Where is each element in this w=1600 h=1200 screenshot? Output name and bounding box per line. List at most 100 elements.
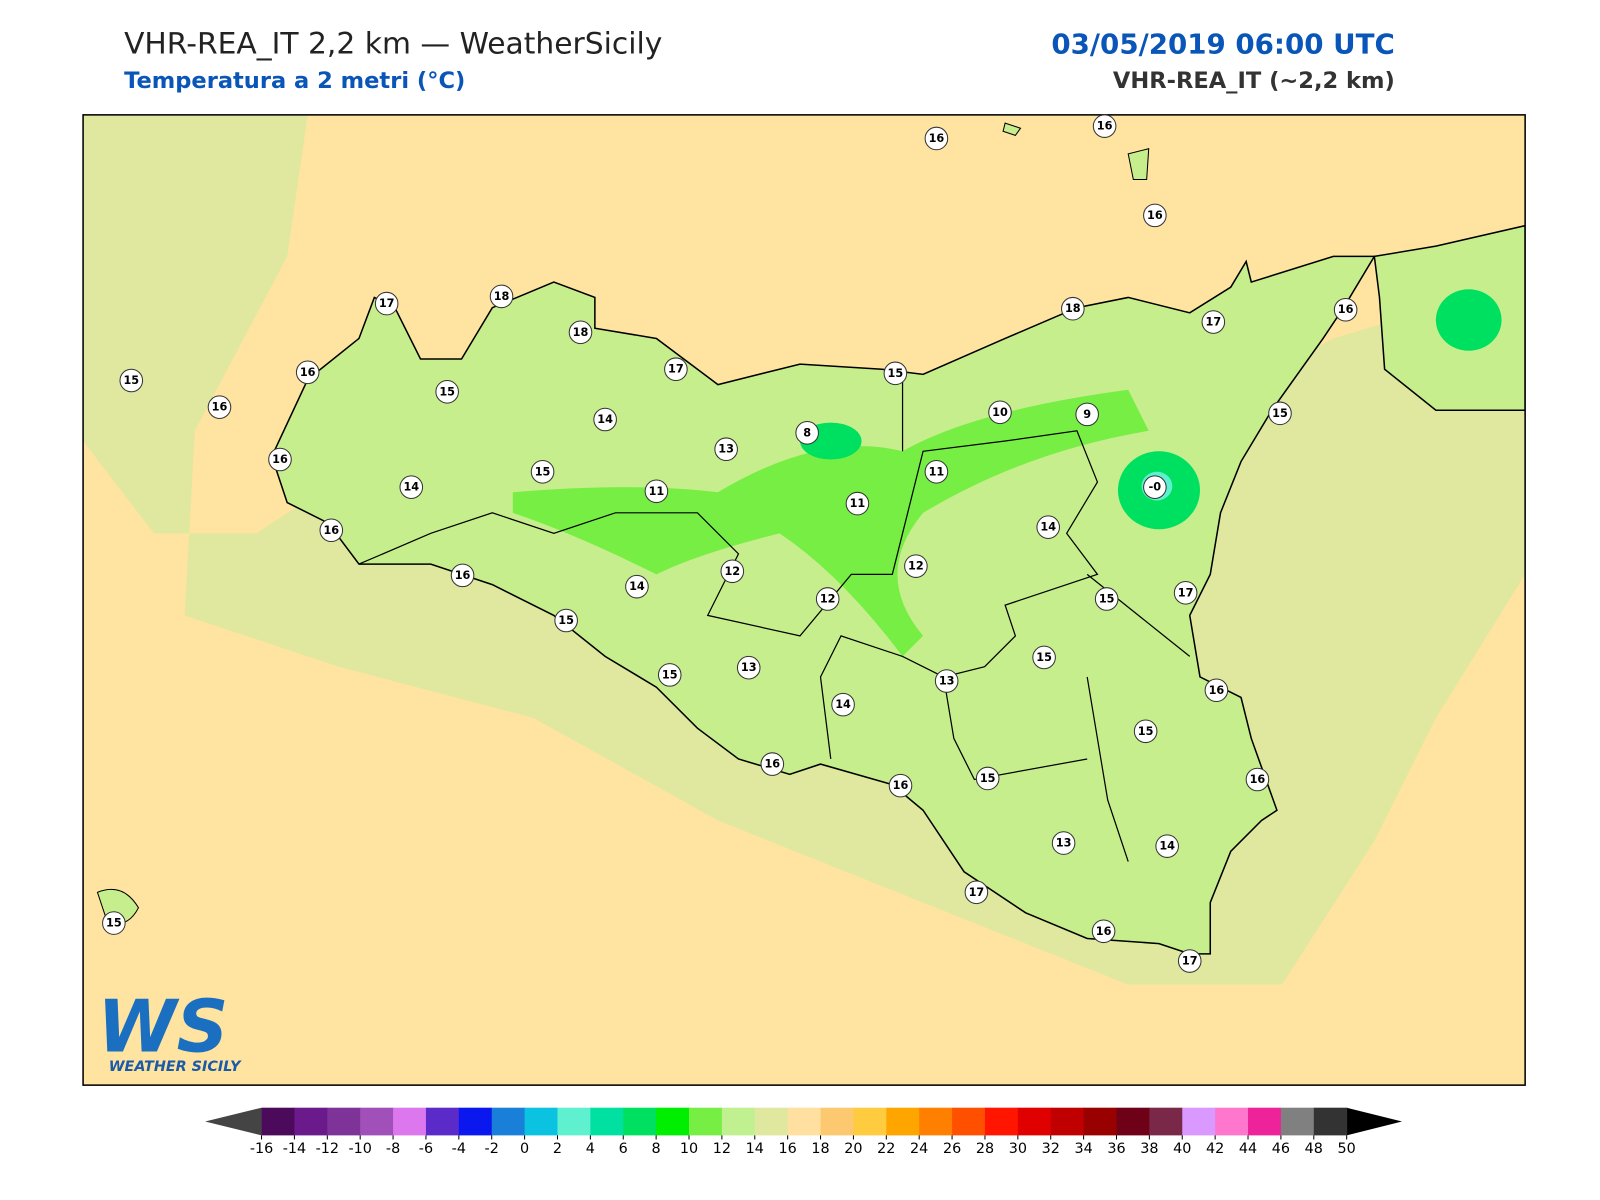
colorbar-bin (590, 1107, 624, 1136)
station-value: -0 (1149, 481, 1162, 494)
datetime: 03/05/2019 06:00 UTC (1051, 27, 1394, 60)
colorbar-tick-label: 26 (943, 1141, 961, 1157)
station-value: 15 (1272, 407, 1288, 420)
station-marker (1245, 767, 1270, 792)
station-marker (450, 563, 475, 588)
station-value: 16 (893, 779, 909, 792)
station-value: 17 (668, 363, 684, 376)
station-value: 18 (1065, 302, 1081, 315)
colorbar-bin (886, 1107, 920, 1136)
station-value: 15 (662, 668, 678, 681)
station-marker (1051, 831, 1076, 855)
colorbar-bin (787, 1107, 822, 1136)
station-marker (904, 554, 928, 578)
colorbar-tick-label: 36 (1107, 1141, 1125, 1157)
colorbar-tick-label: 16 (779, 1141, 797, 1157)
station-marker (975, 766, 1000, 791)
model: VHR-REA_IT (~2,2 km) (1113, 68, 1395, 94)
station-value: 12 (908, 560, 924, 573)
colorbar: -16 -14 -12 -10 -8 -6 -4 -2 0 2 4 6 8 10 12 14 16 18 20 22 2… (205, 1107, 1403, 1157)
colorbar-bin (557, 1107, 591, 1136)
station-value: 11 (850, 497, 866, 510)
station-marker (435, 380, 459, 404)
station-value: 10 (992, 406, 1008, 419)
colorbar-tick-label: 24 (910, 1141, 928, 1157)
station-marker (720, 559, 745, 584)
station-value: 15 (106, 917, 122, 930)
station-value: 17 (969, 886, 985, 899)
colorbar-tick-label: 20 (844, 1141, 862, 1157)
station-marker (207, 395, 232, 419)
station-marker (888, 773, 913, 798)
station-marker (295, 360, 320, 385)
colorbar-tick-label: 50 (1338, 1141, 1356, 1157)
colorbar-tick-label: 30 (1009, 1141, 1027, 1157)
station-value: 15 (888, 367, 904, 380)
station-marker (883, 361, 908, 386)
station-marker (1061, 296, 1085, 321)
colorbar-tick-label: -14 (283, 1141, 306, 1157)
colorbar-bin (1248, 1107, 1282, 1136)
station-marker (1143, 475, 1167, 499)
colorbar-tick-label: 4 (586, 1141, 595, 1157)
colorbar-tick-label: 0 (520, 1141, 529, 1157)
colorbar-tick-label: 6 (619, 1141, 628, 1157)
station-marker (644, 479, 669, 504)
colorbar-tick-label: 8 (652, 1141, 661, 1157)
colorbar-bin (524, 1107, 558, 1136)
station-value: 16 (300, 366, 316, 379)
map: 16 16 16 17 18 18 17 18 17 16 15 16 15 16 15 15 14 8 13 10 9… (82, 114, 1526, 1086)
colorbar-bin (1116, 1107, 1150, 1136)
station-value: 15 (1036, 651, 1052, 664)
station-marker (1268, 401, 1292, 426)
station-value: 14 (1159, 840, 1175, 853)
colorbar-bin (1149, 1107, 1183, 1136)
station-value: 17 (1178, 586, 1194, 599)
colorbar-bin (360, 1107, 394, 1136)
colorbar-tick-label: 48 (1305, 1141, 1323, 1157)
stations: 16 16 16 17 18 18 17 18 17 16 15 16 15 16 15 15 14 8 13 10 9… (102, 114, 1358, 973)
station-marker (530, 460, 555, 484)
station-marker (1094, 587, 1119, 611)
colorbar-tick-label: -10 (348, 1141, 371, 1157)
colorbar-bin (1050, 1107, 1085, 1136)
colorbar-bin (853, 1107, 887, 1136)
colorbar-tick-label: -8 (386, 1141, 400, 1157)
colorbar-tick-label: 38 (1140, 1141, 1158, 1157)
station-value: 15 (123, 374, 139, 387)
station-marker (489, 284, 514, 309)
colorbar-tick-label: -12 (316, 1141, 339, 1157)
colorbar-bin (1280, 1107, 1315, 1136)
station-marker (845, 491, 870, 516)
colorbar-bin (919, 1107, 953, 1136)
station-value: 16 (272, 453, 288, 466)
station-marker (374, 291, 399, 316)
station-marker (815, 587, 840, 611)
station-value: 16 (1096, 925, 1112, 938)
station-value: 16 (1250, 773, 1266, 786)
subtitle: Temperatura a 2 metri (°C) (124, 68, 465, 94)
colorbar-bin (984, 1107, 1019, 1136)
colorbar-tick-label: -2 (485, 1141, 499, 1157)
colorbar-tick-label: 22 (877, 1141, 895, 1157)
station-marker (1155, 834, 1179, 858)
station-marker (760, 752, 785, 776)
station-marker (319, 518, 344, 543)
colorbar-bin (820, 1107, 854, 1136)
title: VHR-REA_IT 2,2 km — WeatherSicily (124, 26, 662, 61)
station-value: 14 (629, 580, 645, 593)
map-frame (82, 114, 1526, 1086)
station-marker (924, 460, 949, 484)
logo-mark: WS (97, 984, 228, 1068)
station-marker (1143, 203, 1167, 228)
station-value: 16 (455, 569, 471, 582)
station-value: 13 (1056, 837, 1072, 850)
station-marker (964, 880, 989, 905)
colorbar-tick-label: 46 (1272, 1141, 1290, 1157)
logo: WS WEATHER SICILY (97, 984, 242, 1074)
station-marker (268, 447, 292, 472)
station-marker (1091, 919, 1116, 944)
colorbar-tick-label: 12 (713, 1141, 731, 1157)
colorbar-under (205, 1107, 262, 1136)
